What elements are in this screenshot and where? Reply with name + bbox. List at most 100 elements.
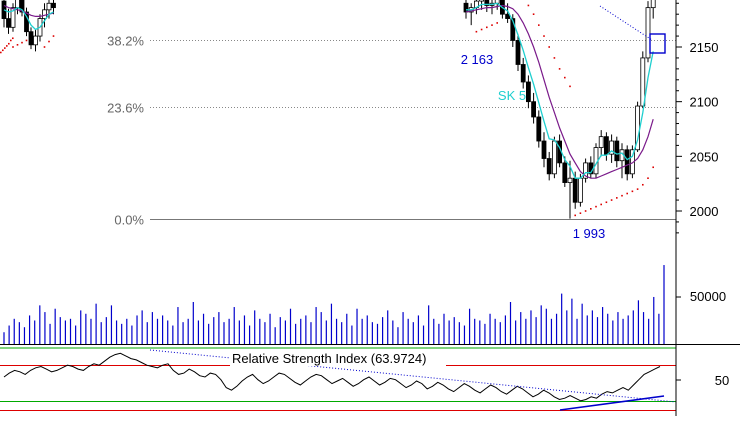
price-trend-line (599, 5, 653, 41)
ema-series-label: SK 5 (498, 88, 526, 103)
sar-dot (16, 44, 19, 46)
sar-dot (21, 41, 23, 44)
candle (609, 134, 614, 163)
candle (598, 130, 604, 157)
candle (614, 136, 620, 168)
candle-down-body (546, 158, 552, 175)
sar-dot (12, 46, 14, 48)
candle (604, 132, 609, 161)
candle (24, 7, 29, 37)
candle (640, 51, 646, 109)
sar-dot (25, 39, 28, 42)
ema-line (3, 2, 654, 179)
sma-line (3, 4, 654, 179)
sar-dot (647, 177, 649, 179)
price-tick-label: 2150 (690, 40, 719, 55)
candle-down-body (526, 81, 531, 103)
grid-layer: 38.2% 23.6% 0.0% (107, 34, 676, 228)
candle-up-body (645, 7, 651, 59)
sar-dot (532, 13, 535, 15)
sar-dot (631, 190, 634, 193)
candle-up-body (10, 7, 16, 28)
candle-up-body (15, 0, 20, 9)
candle-down-body (572, 177, 578, 203)
rsi-tick-label: 50 (715, 373, 729, 388)
rsi-panel: Relative Strength Index (63.9724) (0, 347, 677, 411)
candle-up-body (567, 177, 573, 183)
sar-dot (553, 57, 556, 59)
candle-down-body (531, 101, 536, 118)
candle (19, 0, 25, 17)
volume-tick-label: 50000 (690, 289, 726, 304)
candle-up-body (583, 162, 588, 179)
candle-down-body (51, 2, 56, 9)
swing-high-label: 2 163 (461, 52, 494, 67)
candle-down-body (515, 40, 521, 65)
rsi-support-line (559, 395, 665, 411)
candle (499, 0, 505, 19)
candle-up-body (46, 2, 52, 11)
sar-dot (48, 40, 50, 43)
candle (10, 3, 16, 32)
price-panel: 2 163 1 993 SK 5 (0, 0, 666, 241)
candle-up-body (578, 177, 583, 203)
candle (624, 145, 630, 181)
candle-up-body (479, 0, 485, 2)
candle-down-body (604, 136, 609, 155)
candle (463, 0, 469, 19)
candle-down-body (6, 18, 11, 28)
sar-dot (600, 203, 602, 206)
sar-dot (584, 210, 587, 212)
sar-dot (491, 24, 493, 26)
candle (645, 1, 651, 63)
candle-down-body (624, 149, 630, 175)
sar-dot (579, 212, 582, 214)
sar-dot (574, 214, 576, 217)
sar-dot (652, 166, 654, 169)
sar-dot (564, 76, 566, 79)
price-tick-label: 2100 (690, 95, 719, 110)
candle (583, 158, 588, 183)
candle-down-body (510, 18, 516, 41)
rsi-title-bg (230, 351, 446, 366)
fibonacci-label: 23.6% (107, 101, 144, 116)
sar-dot (486, 26, 488, 29)
candle-up-body (33, 35, 38, 46)
sar-dot (610, 199, 613, 201)
sar-dot (527, 4, 530, 7)
candle (650, 0, 656, 19)
candle-up-body (598, 136, 604, 148)
sar-dot (10, 39, 12, 42)
volume-panel (3, 265, 665, 344)
candle (6, 8, 11, 34)
sar-dot (595, 205, 597, 208)
candle (479, 0, 485, 10)
sar-dot (12, 37, 14, 40)
sar-dot (0, 51, 2, 54)
fibonacci-label: 38.2% (107, 34, 144, 49)
candle (515, 33, 521, 72)
breakout-box (649, 33, 666, 54)
candle (619, 143, 625, 179)
sar-dot (475, 30, 478, 33)
candle-up-body (609, 140, 614, 155)
sar-dot (642, 183, 644, 186)
sar-dot (548, 46, 550, 48)
candle-down-body (463, 2, 469, 13)
sar-dot (621, 194, 623, 197)
rsi-line (3, 352, 661, 402)
candle-down-body (24, 11, 29, 33)
sar-dot (558, 68, 561, 70)
candle-down-body (28, 31, 34, 46)
candle (1, 0, 7, 28)
sar-dot (52, 35, 55, 37)
candle-down-body (536, 116, 542, 142)
rsi-dotted-trend-line (149, 349, 677, 403)
rsi-title: Relative Strength Index (63.9724) (232, 351, 426, 366)
sar-dot (43, 46, 46, 48)
candle (28, 27, 34, 50)
fibonacci-label: 0.0% (114, 213, 144, 228)
sar-dot (616, 197, 618, 199)
